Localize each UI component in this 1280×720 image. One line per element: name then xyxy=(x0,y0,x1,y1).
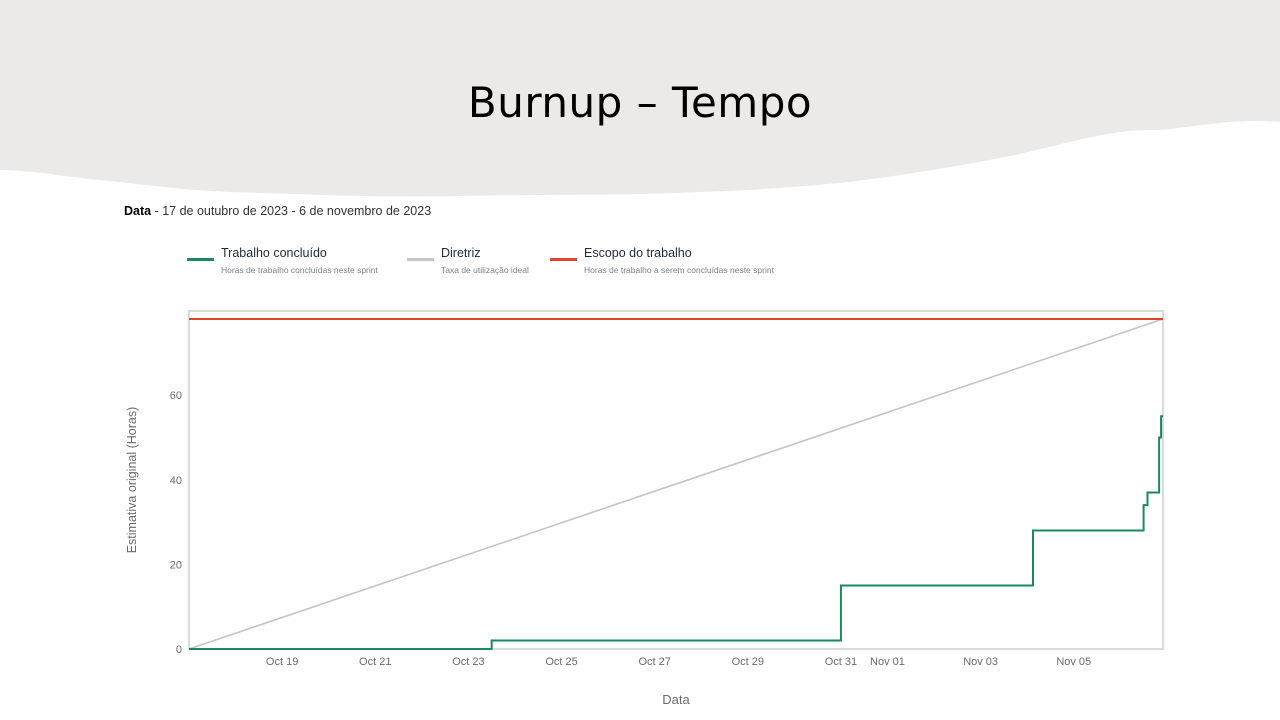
x-tick-label: Oct 29 xyxy=(732,656,764,668)
x-tick-label: Oct 23 xyxy=(452,656,484,668)
legend-swatch-work-scope xyxy=(550,258,577,261)
slide-title: Burnup – Tempo xyxy=(467,78,813,127)
y-tick-label: 60 xyxy=(170,390,182,402)
date-range: Data - 17 de outubro de 2023 - 6 de nove… xyxy=(124,204,431,218)
legend-swatch-guideline xyxy=(407,258,434,261)
legend-label-work-scope: Escopo do trabalho xyxy=(584,246,692,260)
y-tick-label: 20 xyxy=(170,559,182,571)
date-range-separator: - xyxy=(151,204,163,218)
x-tick-label: Oct 27 xyxy=(638,656,670,668)
legend-label-completed-work: Trabalho concluído xyxy=(221,246,327,260)
date-range-value: 17 de outubro de 2023 - 6 de novembro de… xyxy=(162,204,432,218)
legend-label-guideline: Diretriz xyxy=(441,246,481,260)
y-tick-label: 0 xyxy=(176,644,182,656)
x-tick-label: Nov 01 xyxy=(870,656,905,668)
header-band xyxy=(0,0,1280,197)
legend-description-completed-work: Horas de trabalho concluídas neste sprin… xyxy=(221,265,378,275)
legend-description-guideline: Taxa de utilização ideal xyxy=(441,265,529,275)
legend-description-work-scope: Horas de trabalho a serem concluídas nes… xyxy=(584,265,774,275)
date-range-label: Data xyxy=(124,204,152,218)
x-tick-label: Oct 25 xyxy=(545,656,577,668)
plot-frame xyxy=(188,310,1164,650)
x-tick-label: Oct 31 xyxy=(825,656,857,668)
x-tick-label: Oct 19 xyxy=(266,656,298,668)
x-tick-label: Oct 21 xyxy=(359,656,391,668)
x-axis-label: Data xyxy=(662,692,690,707)
header-band-shape xyxy=(0,0,1280,197)
x-tick-label: Nov 03 xyxy=(963,656,998,668)
y-axis-label: Estimativa original (Horas) xyxy=(125,407,139,554)
series-line-guideline xyxy=(188,318,1164,650)
x-tick-label: Nov 05 xyxy=(1056,656,1091,668)
y-tick-label: 40 xyxy=(170,475,182,487)
legend-swatch-completed-work xyxy=(187,258,214,261)
series-line-completed-work xyxy=(189,415,1163,650)
